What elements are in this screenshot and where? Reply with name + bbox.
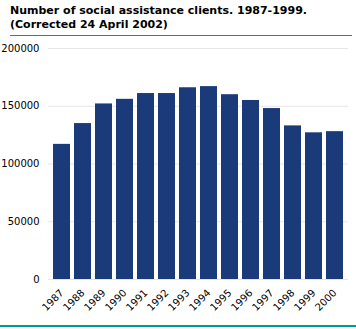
svg-text:50000: 50000: [8, 216, 40, 227]
svg-text:1995: 1995: [208, 287, 234, 313]
svg-text:1991: 1991: [124, 287, 150, 313]
svg-text:1999: 1999: [292, 287, 318, 313]
svg-text:0: 0: [33, 274, 39, 285]
svg-text:1993: 1993: [166, 287, 192, 313]
svg-text:1996: 1996: [229, 287, 255, 313]
html-text:Number of social assistance cl: Number of social assistance clients. 198…: [10, 4, 307, 17]
svg-text:1994: 1994: [187, 287, 213, 313]
svg-text:100000: 100000: [1, 158, 39, 169]
svg-text:200000: 200000: [1, 43, 39, 54]
svg-text:1987: 1987: [40, 287, 66, 313]
svg-text:150000: 150000: [1, 100, 39, 111]
svg-text:1990: 1990: [103, 287, 129, 313]
svg-text:1992: 1992: [145, 287, 171, 313]
svg-text:2000: 2000: [313, 287, 339, 313]
svg-text:1988: 1988: [61, 287, 87, 313]
svg-text:1997: 1997: [250, 287, 276, 313]
svg-text:1998: 1998: [271, 287, 297, 313]
svg-text:1989: 1989: [82, 287, 108, 313]
html-text:(Corrected 24 April 2002): (Corrected 24 April 2002): [10, 18, 168, 31]
